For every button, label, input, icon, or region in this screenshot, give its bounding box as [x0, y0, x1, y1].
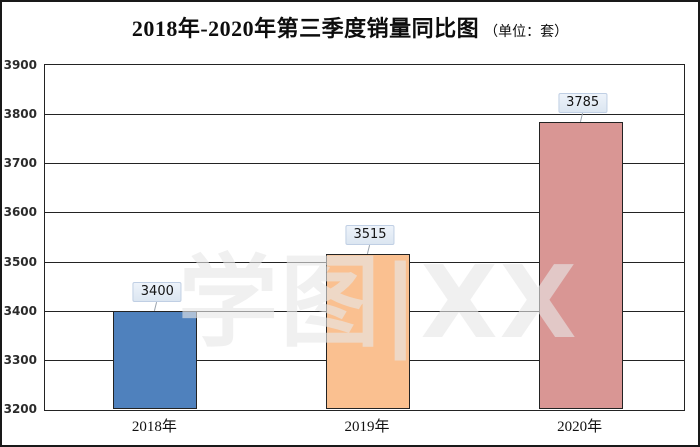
data-label-2018年: 3400 — [132, 281, 182, 302]
gridline-3600 — [45, 212, 684, 214]
x-category-label-2019年: 2019年 — [344, 419, 390, 435]
x-axis: 2018年 2019年 2020年 — [44, 415, 685, 437]
bar-2019年 — [326, 254, 410, 409]
y-tick-label-3200: 3200 — [3, 402, 37, 416]
y-tick-label-3900: 3900 — [3, 58, 37, 72]
data-label-2019年: 3515 — [345, 225, 395, 246]
bar-2018年 — [113, 310, 198, 409]
gridline-3700 — [45, 163, 684, 165]
chart-title-text: 2018年-2020年第三季度销量同比图 — [131, 16, 480, 41]
x-category-label-2018年: 2018年 — [131, 419, 177, 435]
y-axis: 3200 3300 3400 3500 3600 3700 3800 3900 — [2, 58, 40, 416]
y-tick-label-3700: 3700 — [3, 156, 37, 171]
gridline-3800 — [45, 114, 684, 116]
bar-2020年 — [538, 121, 623, 409]
y-tick-label-3400: 3400 — [3, 303, 37, 318]
plot-area: 3400 3515 3785 — [44, 64, 685, 411]
data-label-leader-2019年 — [366, 245, 371, 255]
y-tick-label-3500: 3500 — [3, 254, 37, 269]
data-label-leader-2018年 — [154, 301, 158, 311]
chart-title: 2018年-2020年第三季度销量同比图 （单位：套） — [2, 11, 698, 43]
x-category-label-2020年: 2020年 — [557, 419, 603, 435]
y-tick-label-3300: 3300 — [3, 352, 37, 367]
y-tick-label-3600: 3600 — [3, 205, 37, 220]
chart-title-unit: （单位：套） — [484, 25, 569, 40]
data-label-2020年: 3785 — [558, 92, 608, 113]
y-tick-label-3800: 3800 — [3, 107, 37, 122]
